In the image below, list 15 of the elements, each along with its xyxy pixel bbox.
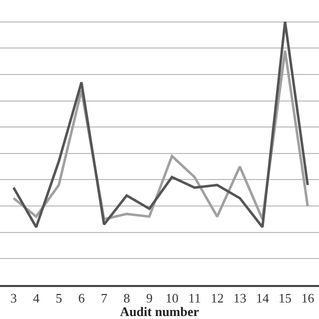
x-tick-label: 12 — [210, 290, 224, 306]
x-tick-label: 5 — [56, 290, 62, 306]
x-tick-label: 8 — [123, 290, 130, 306]
x-tick-label: 11 — [188, 290, 201, 306]
x-tick-label: 15 — [278, 290, 292, 306]
x-tick-label: 7 — [100, 290, 108, 306]
x-tick-label: 16 — [301, 290, 315, 306]
x-tick-label: 14 — [256, 290, 270, 306]
x-tick-label: 4 — [32, 290, 40, 306]
x-tick-label: 10 — [165, 290, 178, 306]
x-tick-label: 6 — [78, 290, 86, 306]
x-tick-label: 3 — [10, 290, 17, 306]
x-tick-label: 13 — [233, 290, 246, 306]
x-tick-label: 9 — [146, 290, 153, 306]
x-axis-title: Audit number — [120, 304, 200, 319]
